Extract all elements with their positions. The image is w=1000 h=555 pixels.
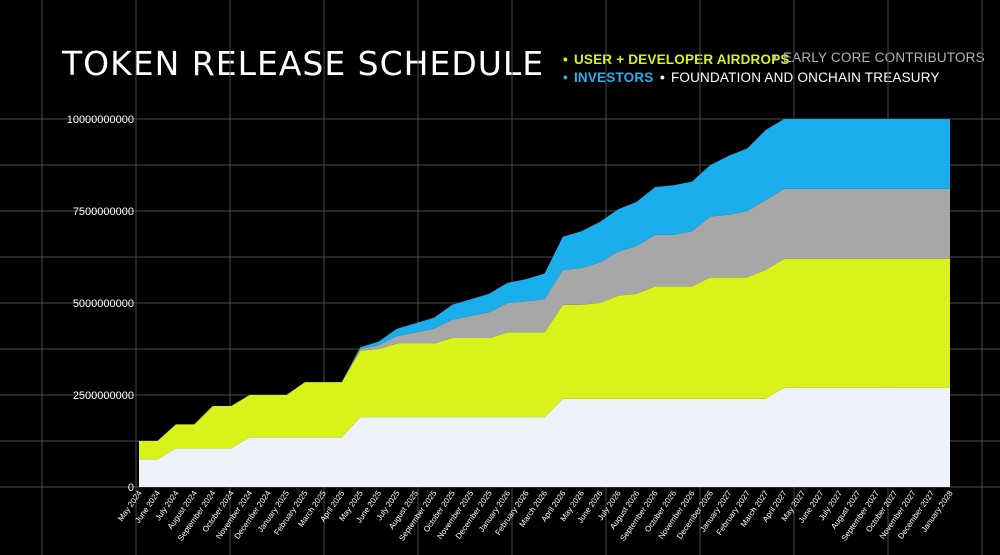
legend-item-investors: • INVESTORS: [563, 70, 654, 85]
legend-item-early-core-contributors: • EARLY CORE CONTRIBUTORS: [772, 50, 985, 65]
y-tick-label: 2500000000: [73, 390, 134, 402]
area-series-early-core-contributors: [139, 188, 950, 441]
legend-bullet-icon: •: [660, 70, 665, 85]
area-series-foundation-and-onchain-treasury: [139, 387, 950, 487]
legend-item-foundation-onchain-treasury: • FOUNDATION AND ONCHAIN TREASURY: [660, 70, 940, 85]
area-series-investors: [139, 119, 950, 441]
legend-label: INVESTORS: [573, 70, 654, 85]
legend-label: FOUNDATION AND ONCHAIN TREASURY: [670, 70, 940, 85]
y-axis-ticks: 0 2500000000 5000000000 7500000000 100000000…: [67, 114, 134, 494]
area-series-user-developer-airdrops: [139, 258, 950, 460]
chart-title: TOKEN RELEASE SCHEDULE: [62, 44, 545, 83]
legend-label: USER + DEVELOPER AIRDROPS: [573, 52, 790, 67]
y-tick-label: 7500000000: [73, 206, 134, 218]
legend-label: EARLY CORE CONTRIBUTORS: [782, 50, 985, 65]
stacked-areas: [139, 119, 950, 487]
y-tick-label: 0: [128, 482, 134, 494]
y-tick-label: 10000000000: [67, 114, 134, 126]
legend-bullet-icon: •: [563, 52, 568, 67]
legend-bullet-icon: •: [772, 50, 777, 65]
legend-bullet-icon: •: [563, 70, 568, 85]
legend-item-user-developer-airdrops: • USER + DEVELOPER AIRDROPS: [563, 52, 790, 67]
y-tick-label: 5000000000: [73, 298, 134, 310]
